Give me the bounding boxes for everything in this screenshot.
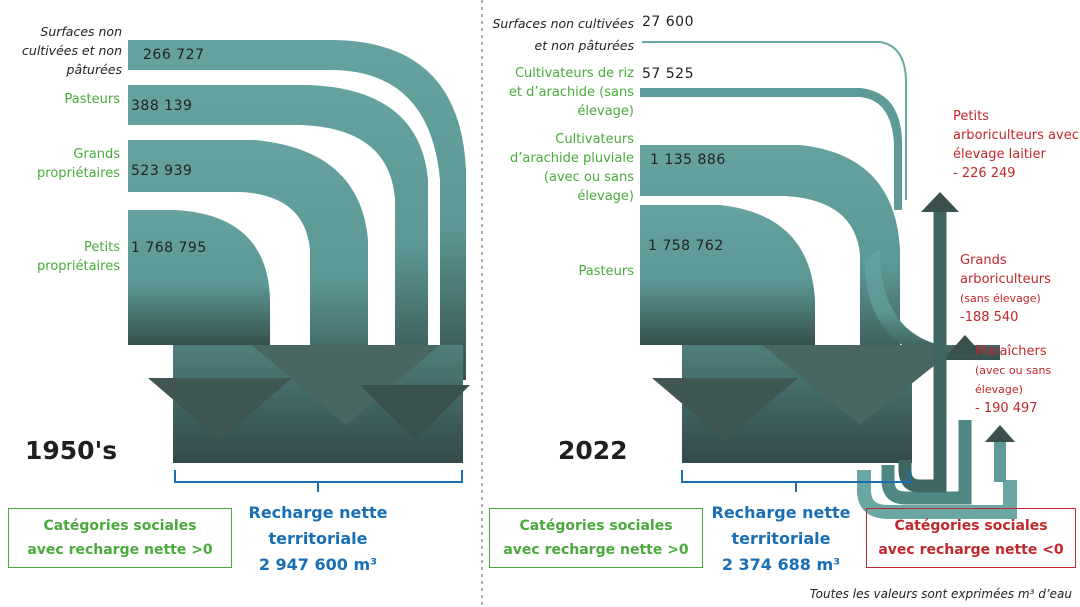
- stem-maraichers: [994, 442, 1006, 482]
- recharge-total: 2 374 688 m³: [721, 555, 841, 574]
- label-line: arboriculteurs avec: [953, 128, 1079, 143]
- label-line: pâturées: [66, 62, 122, 77]
- box-positive-2022: Catégories sociales avec recharge nette …: [489, 508, 703, 568]
- label-line: élevage): [577, 104, 634, 119]
- box-negative-2022: Catégories sociales avec recharge nette …: [866, 508, 1076, 568]
- value-petits-1950: 1 768 795: [131, 240, 207, 256]
- label-petits-1950: Petits propriétaires: [0, 238, 120, 276]
- box-line: avec recharge nette >0: [27, 542, 213, 558]
- label-line: (avec ou sans: [543, 170, 634, 185]
- flow-arachide-2022: [640, 145, 900, 370]
- label-arbo-laitier-2022: Petits arboriculteurs avec élevage laiti…: [953, 107, 1080, 183]
- label-line: cultivées et non: [22, 43, 122, 58]
- arrow-1950-a: [148, 378, 292, 440]
- label-line: d’arachide pluviale: [509, 151, 634, 166]
- box-line: Catégories sociales: [519, 518, 673, 534]
- flows-1950: [128, 40, 470, 463]
- value-maraichers-2022: - 190 497: [975, 401, 1038, 416]
- label-line: propriétaires: [37, 166, 120, 181]
- flow-petits-1950: [128, 210, 270, 345]
- value-pasteurs-2022: 1 758 762: [648, 238, 724, 254]
- recharge-2022: Recharge nette territoriale 2 374 688 m³: [706, 500, 856, 578]
- label-surfaces-2022-line1: Surfaces non cultivées: [492, 16, 634, 31]
- label-arachide-2022: Cultivateurs d’arachide pluviale (avec o…: [484, 130, 634, 206]
- bracket-1950: [174, 470, 463, 492]
- label-surfaces-1950: Surfaces non cultivées et non pâturées: [0, 22, 122, 79]
- label-grands-arbo-2022: Grands arboriculteurs (sans élevage) -18…: [960, 251, 1078, 327]
- label-line: (sans élevage): [960, 292, 1041, 305]
- arrow-up-grands-arbo: [947, 335, 983, 355]
- label-line: arboriculteurs: [960, 272, 1051, 287]
- label-surfaces-2022-line2: et non pâturées: [534, 38, 634, 53]
- label-line: Maraîchers: [975, 344, 1047, 359]
- uturn-mid: [881, 420, 972, 505]
- recharge-line: Recharge nette: [711, 503, 851, 522]
- label-line: et d’arachide (sans: [508, 85, 634, 100]
- recharge-total: 2 947 600 m³: [258, 555, 378, 574]
- label-riz-2022: Cultivateurs de riz et d’arachide (sans …: [484, 64, 634, 121]
- recharge-line: Recharge nette: [248, 503, 388, 522]
- label-line: Grands: [73, 147, 120, 162]
- label-pasteurs-2022: Pasteurs: [578, 264, 634, 279]
- bracket-2022: [681, 470, 911, 492]
- uturn-outer: [857, 470, 1017, 519]
- flow-surfaces-2022: [642, 41, 907, 200]
- arrow-1950-b: [252, 345, 440, 425]
- box-line: Catégories sociales: [894, 518, 1048, 534]
- recharge-line: territoriale: [731, 529, 831, 548]
- flow-pasteurs-2022: [640, 205, 815, 345]
- value-grands-1950: 523 939: [131, 163, 193, 179]
- label-line: Surfaces non: [40, 24, 122, 39]
- label-line: Cultivateurs: [555, 132, 634, 147]
- flow-grands-1950: [128, 140, 368, 395]
- box-line: avec recharge nette >0: [503, 542, 689, 558]
- arrow-2022-a: [652, 378, 798, 440]
- label-line: Cultivateurs de riz: [514, 66, 634, 81]
- recharge-line: territoriale: [268, 529, 368, 548]
- label-pasteurs-1950: Pasteurs: [64, 92, 120, 107]
- box-positive-1950: Catégories sociales avec recharge nette …: [8, 508, 232, 568]
- label-line: élevage laitier: [953, 147, 1046, 162]
- label-maraichers-2022: Maraîchers (avec ou sans élevage) - 190 …: [975, 342, 1080, 418]
- flow-riz-2022: [640, 88, 902, 210]
- value-riz-2022: 57 525: [642, 66, 694, 82]
- label-line: Petits: [84, 240, 120, 255]
- recharge-1950: Recharge nette territoriale 2 947 600 m³: [238, 500, 398, 578]
- label-line: Petits: [953, 109, 989, 124]
- flows-2022: [640, 41, 1000, 463]
- arrow-up-maraichers: [985, 425, 1015, 442]
- box-line: Catégories sociales: [43, 518, 197, 534]
- value-grands-arbo-2022: -188 540: [960, 310, 1019, 325]
- label-line: (avec ou sans: [975, 364, 1052, 377]
- footnote: Toutes les valeurs sont exprimées m³ d’e…: [809, 587, 1072, 601]
- year-1950: 1950's: [25, 436, 118, 465]
- label-line: propriétaires: [37, 259, 120, 274]
- arrow-up-arbo-laitier: [921, 192, 959, 212]
- label-line: Grands: [960, 253, 1007, 268]
- arrow-2022-b: [762, 345, 960, 425]
- label-line: élevage): [577, 189, 634, 204]
- value-arbo-laitier-2022: - 226 249: [953, 166, 1016, 181]
- value-pasteurs-1950: 388 139: [131, 98, 193, 114]
- value-arachide-2022: 1 135 886: [650, 152, 726, 168]
- flow-to-negative-2022: [865, 250, 1000, 360]
- value-surfaces-1950: 266 727: [143, 47, 205, 63]
- arrow-1950-c: [360, 385, 470, 440]
- value-surfaces-2022: 27 600: [642, 14, 694, 30]
- year-2022: 2022: [558, 436, 628, 465]
- label-grands-1950: Grands propriétaires: [0, 145, 120, 183]
- label-line: élevage): [975, 383, 1023, 396]
- box-line: avec recharge nette <0: [878, 542, 1064, 558]
